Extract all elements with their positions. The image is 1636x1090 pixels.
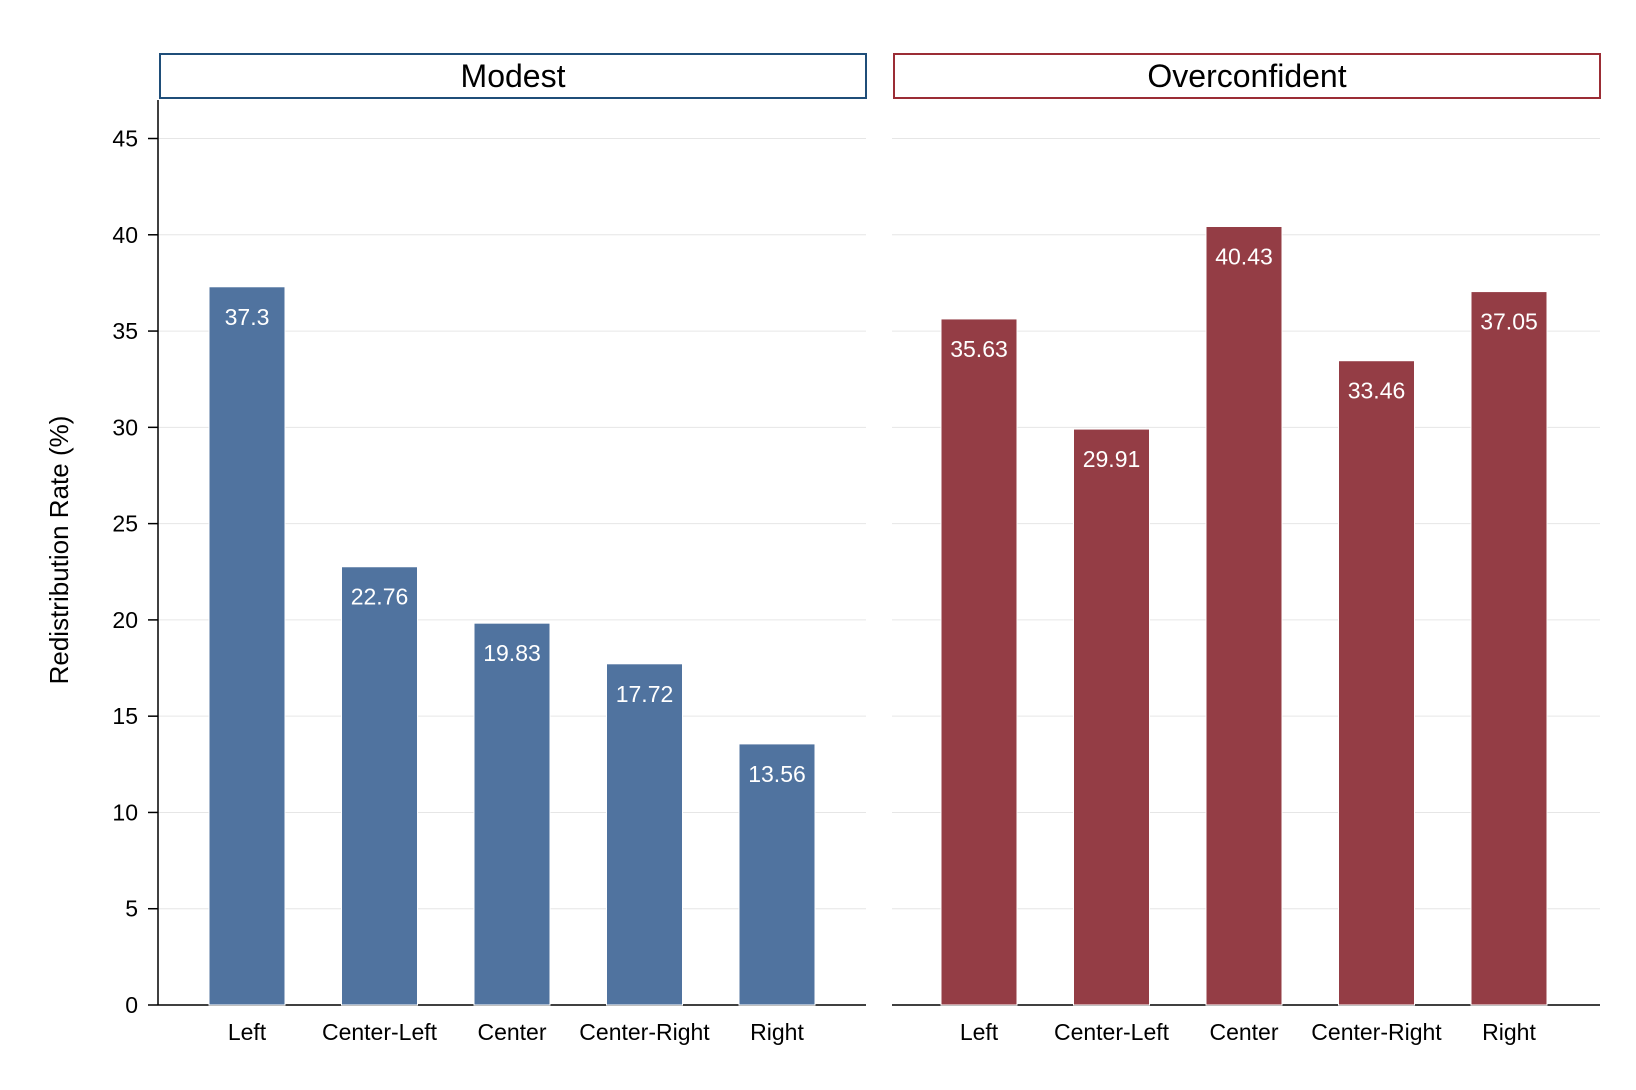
x-tick-label: Center [1209, 1019, 1278, 1045]
x-tick-label: Center-Left [322, 1019, 438, 1045]
bar-value-label: 29.91 [1083, 446, 1141, 472]
panels: Modest 37.3 Left 22.76 Center-Left 19.83 Cente… [158, 53, 1601, 1045]
bar [341, 566, 418, 1006]
bar-value-label: 35.63 [950, 336, 1008, 362]
y-tick-label: 15 [112, 703, 138, 729]
y-tick-label: 25 [112, 511, 138, 537]
panel-title: Modest [461, 58, 566, 94]
x-tick-label: Left [228, 1019, 267, 1045]
x-tick-label: Left [960, 1019, 999, 1045]
bar [606, 663, 683, 1006]
x-tick-label: Center [477, 1019, 546, 1045]
bar-value-label: 19.83 [483, 640, 541, 666]
y-axis: Redistribution Rate (%) 0 5 10 15 20 25 30 35 40… [44, 100, 159, 1018]
bar-value-label: 13.56 [748, 761, 806, 787]
y-tick-label: 30 [112, 414, 138, 440]
bar [1338, 360, 1415, 1006]
y-tick-label: 0 [125, 992, 138, 1018]
y-tick-label: 35 [112, 318, 138, 344]
panel-title: Overconfident [1147, 58, 1346, 94]
y-tick-label: 20 [112, 607, 138, 633]
y-tick-label: 5 [125, 896, 138, 922]
bar [1205, 226, 1283, 1006]
bar [738, 743, 816, 1006]
bar [1073, 428, 1150, 1006]
x-tick-label: Right [1482, 1019, 1536, 1045]
y-tick-label: 45 [112, 126, 138, 152]
panel-1: Overconfident 35.63 Left 29.91 Center-Left 40… [892, 53, 1601, 1045]
y-tick-label: 40 [112, 222, 138, 248]
bar [940, 318, 1018, 1006]
bar [208, 286, 286, 1006]
panel-0: Modest 37.3 Left 22.76 Center-Left 19.83 Cente… [158, 53, 867, 1045]
bar [1470, 291, 1548, 1006]
bar-value-label: 40.43 [1215, 244, 1273, 270]
x-tick-label: Center-Left [1054, 1019, 1170, 1045]
bar-value-label: 22.76 [351, 584, 409, 610]
panel-title-box [893, 53, 1601, 99]
panel-title-box [159, 53, 867, 99]
x-tick-label: Center-Right [579, 1019, 710, 1045]
bar-value-label: 37.05 [1480, 309, 1538, 335]
y-tick-label: 10 [112, 799, 138, 825]
x-tick-label: Right [750, 1019, 804, 1045]
bar-value-label: 17.72 [616, 681, 674, 707]
bar [473, 622, 551, 1006]
x-tick-label: Center-Right [1311, 1019, 1442, 1045]
bar-value-label: 33.46 [1348, 378, 1406, 404]
bar-value-label: 37.3 [225, 304, 270, 330]
y-axis-title: Redistribution Rate (%) [44, 416, 74, 685]
